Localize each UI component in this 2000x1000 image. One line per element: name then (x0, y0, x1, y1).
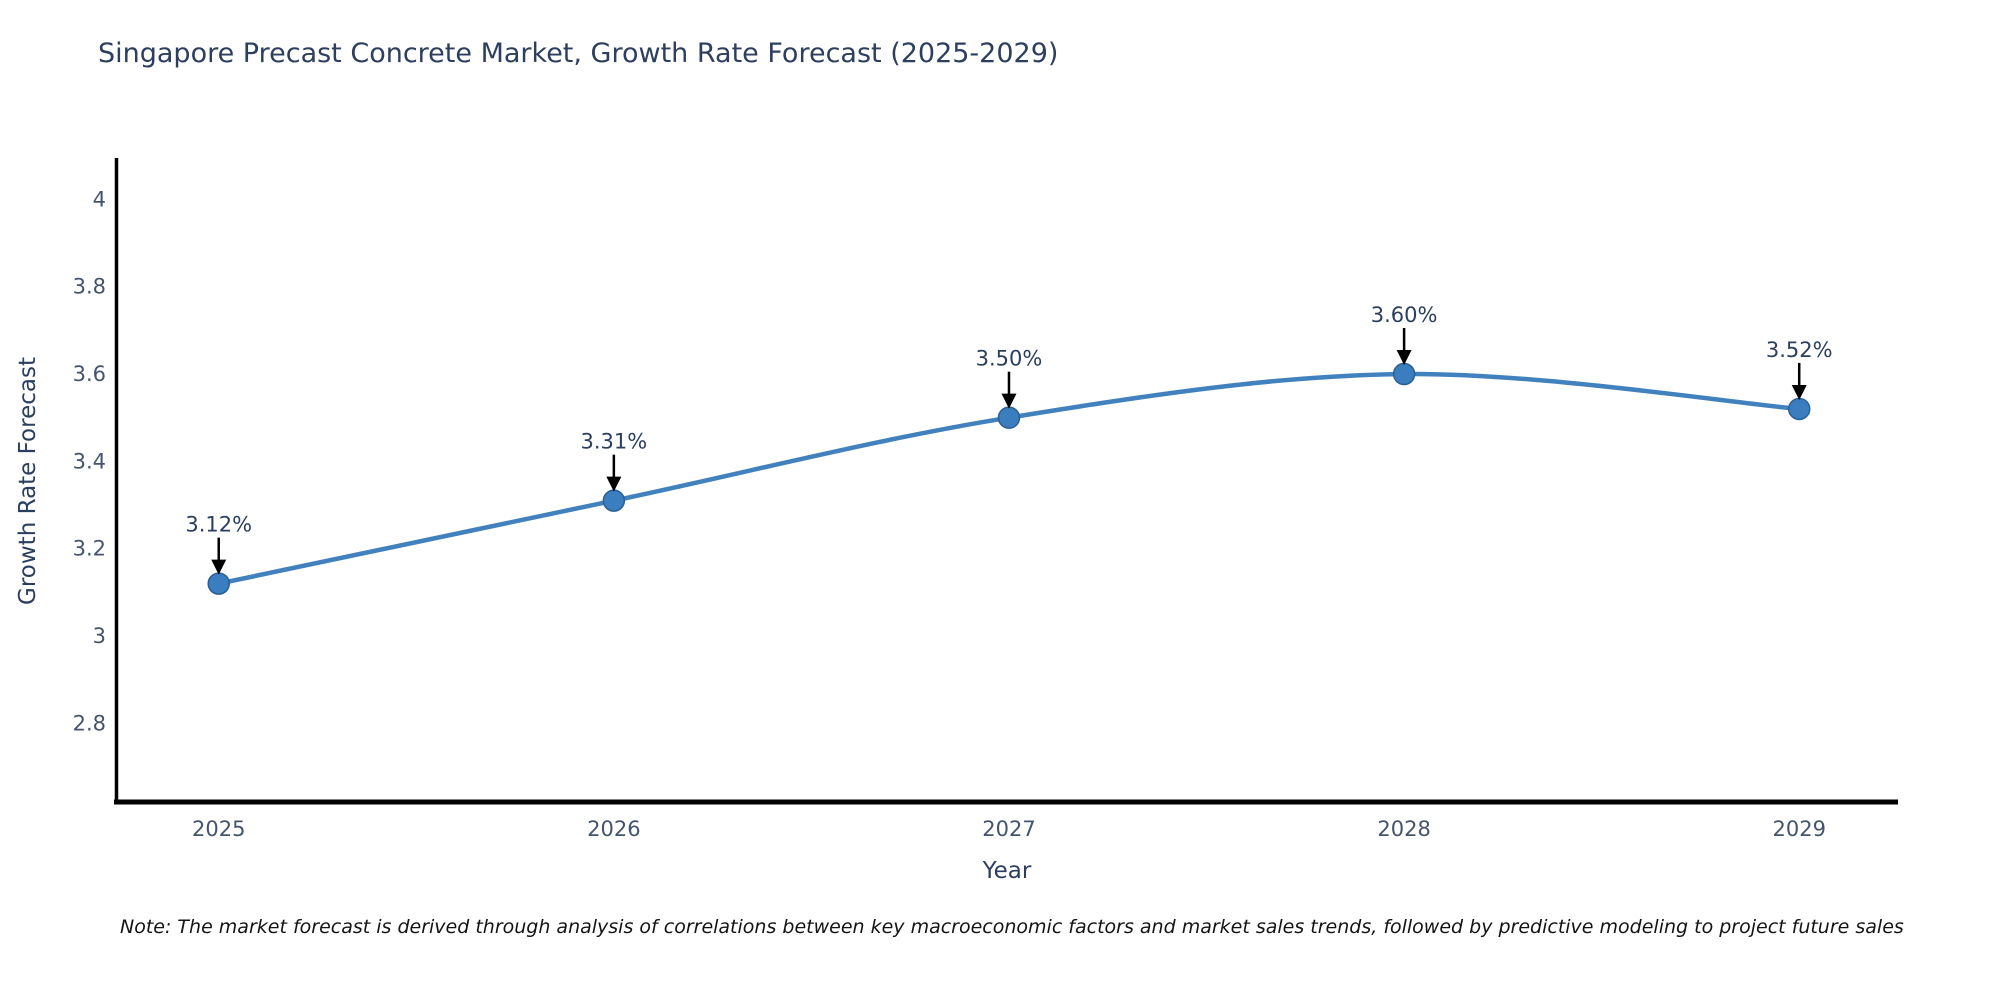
data-point-marker (207, 572, 230, 595)
data-point-marker (1392, 362, 1416, 386)
x-tick-label: 2028 (1377, 817, 1430, 841)
point-annotation: 3.52% (1766, 338, 1833, 362)
data-point-marker (602, 489, 626, 512)
x-tick-label: 2027 (982, 817, 1035, 841)
x-tick-label: 2026 (587, 817, 640, 841)
x-axis-title: Year (982, 858, 1032, 884)
annotation-arrowhead (1791, 384, 1807, 400)
chart-title: Singapore Precast Concrete Market, Growt… (98, 38, 1059, 69)
annotation-arrowhead (1396, 350, 1412, 365)
y-tick-label: 3.6 (73, 362, 106, 386)
point-annotation: 3.60% (1371, 303, 1438, 327)
point-annotation: 3.12% (185, 513, 252, 537)
point-annotation: 3.31% (580, 430, 647, 454)
data-point-marker (997, 406, 1021, 429)
footnote: Note: The market forecast is derived thr… (120, 916, 1904, 938)
y-tick-label: 3.4 (73, 449, 106, 473)
point-annotation: 3.50% (976, 347, 1043, 371)
y-tick-label: 2.8 (73, 711, 106, 735)
data-point-marker (1787, 397, 1811, 421)
annotation-arrowhead (1001, 393, 1017, 409)
y-tick-label: 3.8 (73, 275, 106, 299)
x-tick-label: 2029 (1772, 817, 1825, 841)
y-tick-label: 3.2 (73, 537, 106, 561)
annotation-arrowhead (606, 476, 622, 492)
x-tick-label: 2025 (192, 817, 245, 841)
annotation-arrowhead (211, 559, 227, 575)
y-tick-label: 3 (93, 624, 106, 648)
y-tick-label: 4 (93, 187, 106, 211)
